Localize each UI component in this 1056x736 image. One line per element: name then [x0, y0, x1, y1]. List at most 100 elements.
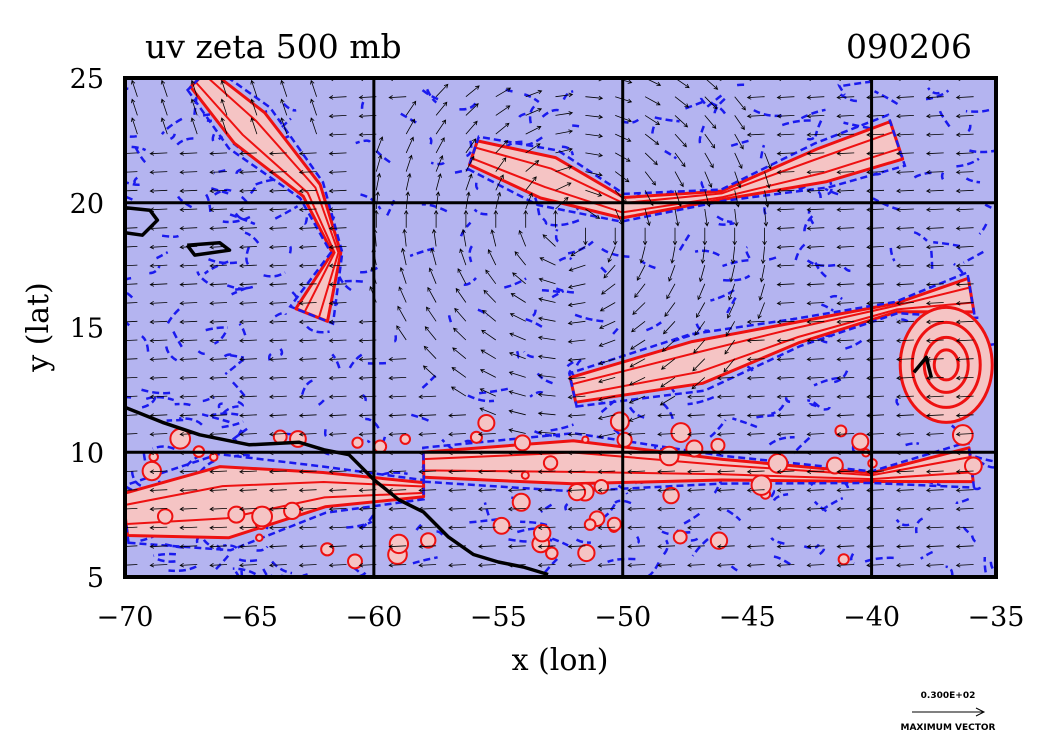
negative-contour-segment [824, 187, 839, 196]
negative-contour-segment [965, 108, 990, 113]
wind-vector [402, 228, 407, 247]
wind-vector [149, 282, 168, 287]
positive-vorticity-cell [351, 436, 364, 449]
wind-vector [866, 263, 885, 269]
wind-vector [674, 171, 684, 188]
wind-vector [328, 169, 347, 175]
positive-vorticity-cell [577, 543, 596, 563]
wind-vector [567, 506, 586, 512]
negative-contour-segment [459, 221, 472, 237]
negative-contour-segment [149, 265, 161, 275]
wind-vector [955, 226, 974, 231]
wind-vector [463, 209, 469, 228]
wind-vector [726, 302, 736, 319]
wind-vector [388, 357, 407, 362]
negative-contour-edge [466, 113, 907, 223]
positive-vorticity-cell [609, 411, 630, 432]
negative-contour-segment [821, 303, 834, 312]
negative-contour-segment [211, 412, 239, 417]
wind-vector [537, 411, 556, 416]
wind-vector [687, 506, 705, 512]
wind-vector [125, 564, 138, 566]
wind-vector [328, 506, 347, 512]
negative-contour-segment [640, 260, 656, 270]
negative-contour-segment [433, 530, 444, 536]
wind-vector [507, 469, 526, 474]
wind-vector [630, 339, 646, 350]
negative-contour-segment [205, 326, 228, 332]
negative-contour-segment [965, 177, 981, 184]
negative-contour-segment [607, 557, 636, 563]
wind-vector [866, 357, 885, 362]
negative-contour-segment [683, 511, 703, 525]
negative-contour-segment [473, 208, 488, 216]
wind-vector [160, 98, 168, 116]
wind-vector [209, 357, 228, 362]
negative-contour-segment [134, 146, 147, 164]
wind-vector [508, 409, 526, 416]
wind-vector [179, 525, 198, 531]
wind-vector [423, 345, 437, 359]
wind-vector [328, 244, 347, 250]
wind-vector [631, 320, 646, 333]
wind-vector [553, 209, 558, 228]
wind-vector [388, 413, 407, 418]
lat-lon-grid [125, 78, 996, 577]
wind-vector [636, 264, 646, 281]
wind-vector [925, 506, 944, 512]
negative-contour-segment [800, 108, 826, 120]
negative-contour-segment [756, 413, 778, 419]
wind-vector [866, 319, 885, 325]
wind-vector [125, 545, 138, 547]
wind-vector [866, 188, 885, 194]
wind-vector [508, 390, 526, 397]
positive-vorticity-cell [542, 455, 559, 471]
wind-vector [537, 544, 556, 549]
negative-contour-segment [794, 241, 809, 261]
wind-vector [866, 506, 885, 512]
negative-contour-segment [816, 548, 826, 557]
negative-contour-segment [945, 565, 954, 577]
wind-vector [149, 562, 168, 568]
x-tick-label: −70 [97, 602, 154, 633]
wind-vector [388, 544, 407, 549]
negative-contour-segment [314, 399, 325, 408]
wind-vector [776, 188, 795, 194]
wind-vector [806, 263, 825, 269]
wind-vector [585, 189, 603, 197]
wind-vector [806, 544, 825, 549]
wind-vector [268, 562, 287, 568]
negative-contour-segment [263, 271, 286, 278]
wind-vector [955, 413, 974, 418]
negative-contour-segment [145, 395, 175, 402]
wind-vector [268, 506, 287, 512]
wind-vector [925, 263, 944, 269]
wind-vector [418, 394, 437, 400]
negative-contour-segment [938, 110, 951, 128]
wind-vector [125, 414, 138, 416]
wind-vector [642, 227, 648, 246]
wind-vector [806, 357, 825, 362]
negative-contour-segment [535, 371, 553, 385]
wind-vector [776, 113, 795, 119]
wind-vector [925, 113, 944, 119]
positive-vorticity-cell [255, 533, 264, 543]
wind-vector [704, 133, 716, 149]
wind-vector [523, 209, 528, 228]
wind-vector [776, 263, 795, 269]
wind-vector [518, 229, 527, 247]
negative-contour-segment [706, 93, 724, 108]
wind-vector [209, 544, 228, 549]
positive-vorticity-cell [283, 501, 302, 520]
wind-vector [806, 226, 825, 231]
wind-vector [955, 244, 974, 250]
wind-vector [925, 544, 944, 549]
negative-contour-segment [770, 537, 785, 545]
wind-vector [403, 209, 409, 228]
wind-vector [405, 191, 410, 210]
wind-vector [836, 562, 855, 568]
x-tick-label: −65 [221, 602, 278, 633]
wind-vector [239, 207, 257, 212]
wind-vector [418, 413, 437, 418]
negative-contour-segment [984, 203, 996, 211]
